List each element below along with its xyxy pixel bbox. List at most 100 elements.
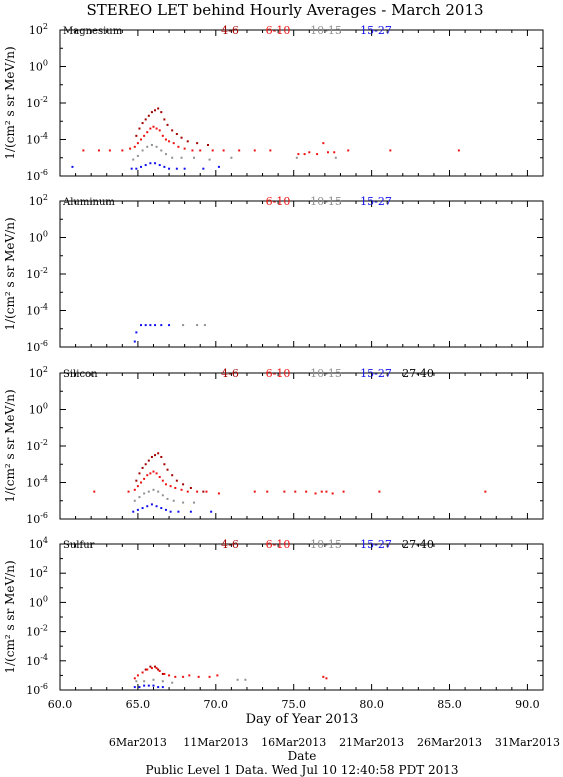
data-point [141, 671, 144, 674]
data-point [189, 510, 192, 513]
date-tick-label: 31Mar2013 [495, 736, 560, 749]
data-point [163, 118, 166, 121]
data-point [146, 668, 149, 671]
plot-frame [59, 29, 544, 177]
data-point [133, 686, 136, 689]
data-point [303, 153, 306, 156]
data-point [144, 668, 147, 671]
x-tick-label: 70.0 [204, 698, 229, 711]
data-point [207, 143, 210, 146]
data-point [155, 667, 158, 670]
data-point [308, 151, 311, 154]
data-point [150, 503, 153, 506]
data-point [144, 118, 147, 121]
panels: 10-6 10-4 10-2 100 102 1/(cm² s sr MeV/n) Magn… [3, 22, 544, 697]
data-point [174, 486, 177, 489]
data-point [199, 149, 202, 152]
data-point [164, 483, 167, 486]
data-point [208, 675, 211, 678]
data-point [320, 490, 323, 493]
data-point [157, 107, 160, 110]
x-axis-labels: 60.0 65.0 70.0 75.0 80.0 85.0 90.0 [48, 698, 540, 711]
data-point [97, 149, 100, 152]
data-point [158, 164, 161, 167]
data-point [202, 490, 205, 493]
legend-entry: 10-15 [310, 24, 342, 37]
data-point [149, 324, 152, 327]
data-point [155, 472, 158, 475]
data-point [149, 127, 152, 130]
legend-entry: 15-27 [360, 24, 392, 37]
data-point [161, 494, 164, 497]
data-point [141, 466, 144, 469]
data-point [325, 677, 328, 680]
data-point [127, 490, 130, 493]
data-point [389, 149, 392, 152]
data-point [161, 134, 164, 137]
data-point [322, 142, 325, 145]
data-point [93, 490, 96, 493]
legend-entry: 10-15 [310, 367, 342, 380]
data-point [191, 149, 194, 152]
data-point [186, 490, 189, 493]
data-point [326, 151, 329, 154]
data-point [171, 474, 174, 477]
data-point [157, 452, 160, 455]
data-point [161, 479, 164, 482]
data-point [136, 508, 139, 511]
data-point [149, 472, 152, 475]
data-point [168, 324, 171, 327]
legend-entry: 15-27 [360, 367, 392, 380]
plot-frame [59, 543, 544, 691]
panel-aluminum: 10-6 10-4 10-2 100 102 1/(cm² s sr MeV/n) Alum… [3, 193, 544, 354]
data-point [197, 675, 200, 678]
data-point [295, 156, 298, 159]
data-point [172, 142, 175, 145]
data-point [144, 324, 147, 327]
y-tick-label: 10-4 [26, 475, 48, 490]
legend-entry: 15-27 [360, 195, 392, 208]
data-point [169, 485, 172, 488]
data-point [144, 164, 147, 167]
y-tick-label: 10-4 [26, 653, 48, 668]
y-tick-label: 100 [29, 230, 48, 245]
y-axis-title: 1/(cm² s sr MeV/n) [3, 217, 17, 330]
x-tick-label: 65.0 [126, 698, 151, 711]
data-point [175, 479, 178, 482]
data-point [154, 162, 157, 165]
data-point [146, 474, 149, 477]
date-tick-label: 16Mar2013 [261, 736, 326, 749]
y-tick-label: 10-2 [26, 266, 48, 281]
data-point [143, 477, 146, 480]
data-point [331, 492, 334, 495]
data-point [141, 122, 144, 125]
data-point [133, 677, 136, 680]
data-point [160, 324, 163, 327]
data-point [147, 459, 150, 462]
data-point [154, 324, 157, 327]
data-point [135, 331, 138, 334]
data-point [157, 686, 160, 689]
legend-entry: 15-27 [360, 538, 392, 551]
data-point [163, 672, 166, 675]
data-point [147, 490, 150, 493]
data-point [138, 472, 141, 475]
data-point [175, 133, 178, 136]
y-tick-label: 10-4 [26, 303, 48, 318]
data-point [208, 158, 211, 161]
y-tick-label: 10-2 [26, 624, 48, 639]
data-point [143, 680, 146, 683]
x-tick-label: 75.0 [281, 698, 306, 711]
x-tick-label: 90.0 [515, 698, 540, 711]
data-point [180, 136, 183, 139]
data-point [180, 156, 183, 159]
data-point [177, 510, 180, 513]
data-point [168, 167, 171, 170]
data-point [183, 167, 186, 170]
y-tick-label: 102 [29, 22, 48, 37]
data-point [155, 127, 158, 130]
data-point [217, 492, 220, 495]
data-point [157, 490, 160, 493]
y-tick-label: 100 [29, 402, 48, 417]
